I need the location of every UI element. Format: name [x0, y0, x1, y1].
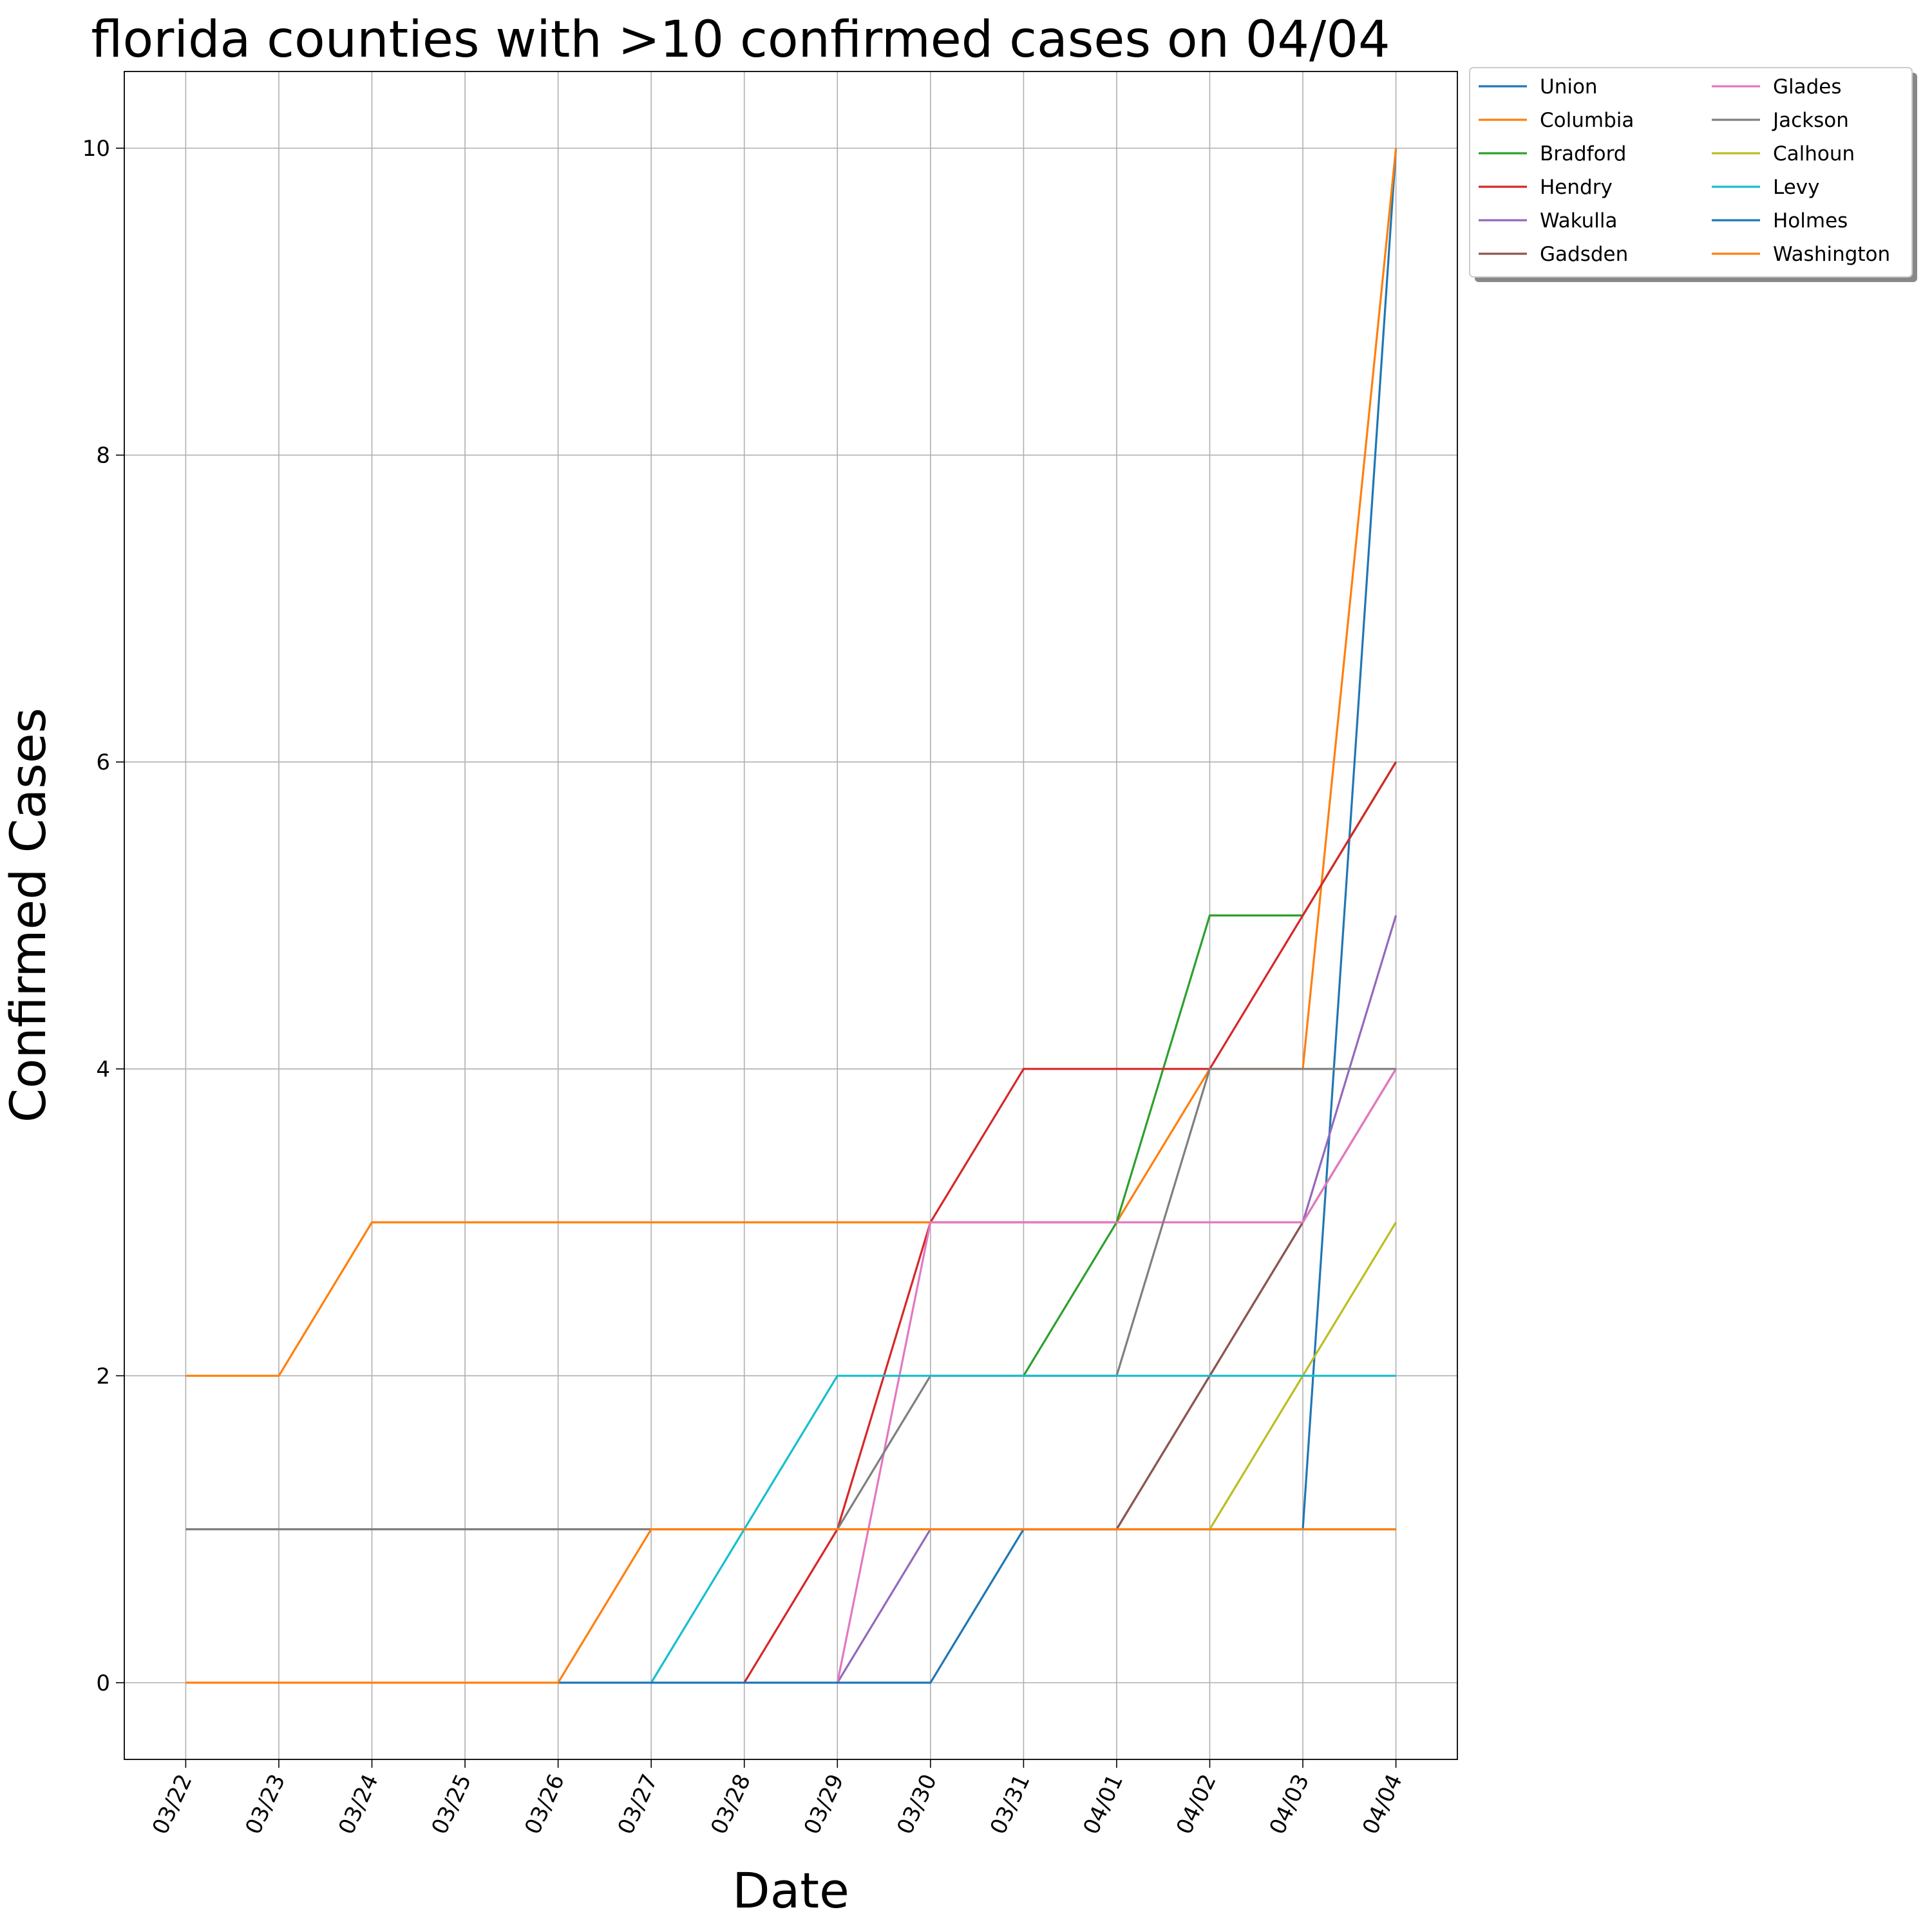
plot-frame — [124, 71, 1458, 1760]
series-line — [185, 147, 1397, 1377]
x-tick-label: 03/24 — [334, 1770, 384, 1839]
series-line — [650, 1374, 1396, 1683]
legend-label: Wakulla — [1540, 209, 1618, 232]
series-line — [836, 1068, 1397, 1683]
y-tick-label: 4 — [96, 1057, 110, 1083]
x-tick-label: 03/23 — [240, 1770, 290, 1839]
legend-label: Washington — [1773, 243, 1890, 266]
x-axis-label: Date — [732, 1862, 849, 1919]
y-tick-label: 2 — [96, 1363, 110, 1389]
chart-title: florida counties with >10 confirmed case… — [91, 11, 1390, 69]
legend-label: Glades — [1773, 75, 1842, 99]
legend-label: Calhoun — [1773, 142, 1855, 166]
legend-label: Hendry — [1540, 176, 1613, 199]
y-tick-label: 8 — [96, 443, 110, 469]
x-tick-label: 03/29 — [799, 1770, 849, 1839]
x-tick-label: 03/25 — [427, 1770, 477, 1839]
legend-box — [1469, 67, 1913, 278]
series-line — [558, 1528, 1396, 1684]
legend-label: Union — [1540, 75, 1598, 99]
x-tick-label: 03/31 — [985, 1770, 1036, 1839]
series-line — [185, 1068, 1396, 1531]
y-axis-label: Confirmed Cases — [0, 708, 57, 1122]
series-line — [743, 761, 1397, 1683]
y-tick-label: 0 — [96, 1671, 110, 1696]
y-tick-label: 10 — [82, 136, 110, 162]
series-line — [185, 1528, 1396, 1684]
legend-label: Levy — [1773, 176, 1820, 199]
x-tick-label: 03/28 — [706, 1770, 756, 1839]
x-tick-label: 04/01 — [1078, 1770, 1128, 1839]
x-tick-label: 04/02 — [1171, 1770, 1222, 1839]
x-tick-label: 03/27 — [613, 1770, 663, 1839]
x-tick-label: 04/04 — [1358, 1770, 1408, 1839]
x-tick-label: 03/26 — [520, 1770, 570, 1839]
legend-label: Columbia — [1540, 109, 1634, 132]
legend-label: Gadsden — [1540, 243, 1628, 266]
legend-label: Bradford — [1540, 142, 1626, 166]
legend-label: Jackson — [1772, 109, 1849, 132]
x-tick-label: 04/03 — [1265, 1770, 1315, 1839]
y-tick-label: 6 — [96, 750, 110, 775]
x-tick-label: 03/30 — [892, 1770, 942, 1839]
legend: Union Columbia Bradford Hendry Wakulla Gadsde… — [1469, 67, 1917, 282]
x-tick-label: 03/22 — [147, 1770, 198, 1839]
legend-label: Holmes — [1773, 209, 1848, 232]
